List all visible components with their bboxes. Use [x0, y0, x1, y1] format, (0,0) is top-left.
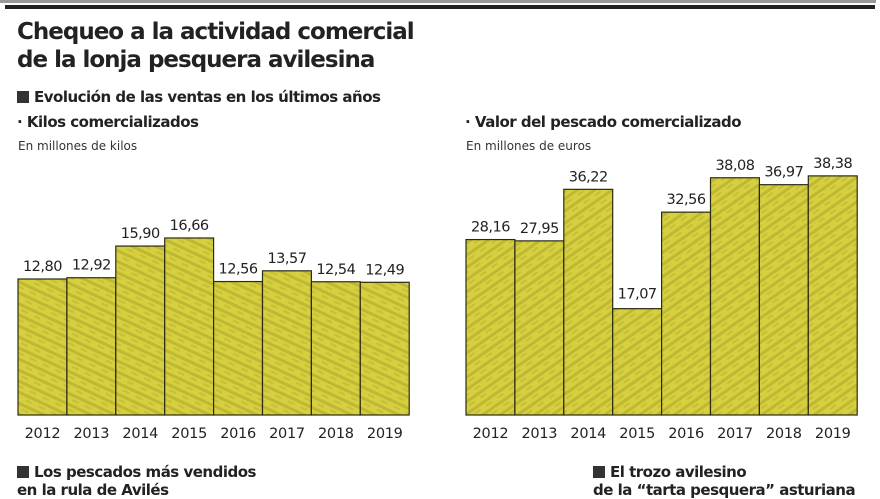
bar-2014: [115, 245, 166, 416]
x-tick-2018: 2018: [766, 426, 802, 442]
bar-2019: [807, 175, 858, 416]
chart2-title: · Valor del pescado comercializado: [465, 113, 742, 131]
bar-group-2015: 16,66: [164, 218, 215, 416]
title-line-1: Chequeo a la actividad comercial: [17, 19, 415, 45]
footer-right-line-1: El trozo avilesino: [610, 463, 747, 481]
bar-group-2018: 12,54: [310, 262, 361, 416]
x-tick-2018: 2018: [318, 426, 354, 442]
section-heading-text: Evolución de las ventas en los últimos a…: [34, 88, 381, 106]
bar-group-2017: 38,08: [709, 158, 761, 416]
chart2-subtitle: En millones de euros: [466, 139, 592, 153]
bar-group-2012: 28,16: [465, 220, 516, 416]
x-tick-2012: 2012: [473, 426, 509, 442]
bar-2015: [612, 308, 663, 416]
value-label-2013: 27,95: [520, 221, 559, 237]
x-tick-2012: 2012: [25, 426, 61, 442]
x-tick-2016: 2016: [220, 426, 256, 442]
x-tick-2015: 2015: [171, 426, 207, 442]
label-bg-2015: [613, 270, 661, 308]
chart-kilos: 12,80 2012 12,92 2013 15,90 2014 16,66 2015 12,5…: [17, 218, 410, 442]
value-label-2016: 32,56: [667, 192, 706, 208]
top-rule-thin: [0, 0, 876, 3]
value-label-2017: 13,57: [267, 251, 306, 267]
value-label-2017: 38,08: [715, 158, 754, 174]
bar-2013: [514, 240, 565, 416]
x-tick-2014: 2014: [570, 426, 606, 442]
bar-2017: [709, 177, 761, 416]
x-tick-2019: 2019: [815, 426, 851, 442]
x-tick-2017: 2017: [269, 426, 305, 442]
bar-group-2019: 12,49: [359, 262, 410, 416]
bar-2018: [310, 281, 361, 416]
footer-heading-left: Los pescados más vendidos en la rula de …: [17, 463, 256, 499]
value-label-2018: 36,97: [764, 165, 803, 181]
value-label-2019: 12,49: [365, 262, 404, 278]
bar-group-2014: 36,22: [563, 169, 614, 416]
bar-2019: [359, 281, 410, 416]
bar-group-2016: 32,56: [661, 192, 712, 416]
x-tick-2013: 2013: [73, 426, 109, 442]
bar-group-2017: 13,57: [261, 251, 313, 416]
footer-left-line-1: Los pescados más vendidos: [34, 463, 256, 481]
bar-2012: [17, 278, 68, 416]
bar-group-2014: 15,90: [115, 226, 166, 416]
x-tick-2017: 2017: [717, 426, 753, 442]
bar-2016: [661, 211, 712, 416]
bar-group-2018: 36,97: [758, 165, 809, 416]
square-bullet-icon: [593, 466, 605, 478]
bar-group-2015: 17,07: [612, 270, 663, 416]
footer-left-line-2: en la rula de Avilés: [17, 481, 169, 499]
bar-2018: [758, 184, 809, 416]
x-tick-2016: 2016: [668, 426, 704, 442]
value-label-2016: 12,56: [219, 262, 258, 278]
bar-group-2019: 38,38: [807, 156, 858, 416]
bar-group-2012: 12,80: [17, 259, 68, 416]
x-tick-2015: 2015: [619, 426, 655, 442]
footer-heading-right: El trozo avilesino de la “tarta pesquera…: [593, 463, 856, 499]
value-label-2015: 17,07: [618, 287, 657, 303]
bar-2012: [465, 238, 516, 416]
chart1-title: · Kilos comercializados: [17, 113, 199, 131]
chart-valor: 28,16 2012 27,95 2013 36,22 2014 17,07 2015 32,5…: [465, 156, 858, 442]
page-title: Chequeo a la actividad comercial de la l…: [17, 18, 415, 74]
bar-group-2016: 12,56: [213, 262, 264, 416]
footer-right-line-2: de la “tarta pesquera” asturiana: [593, 481, 856, 499]
bar-2016: [213, 280, 264, 416]
value-label-2018: 12,54: [316, 262, 355, 278]
value-label-2015: 16,66: [170, 218, 209, 234]
square-bullet-icon: [17, 466, 29, 478]
value-label-2019: 38,38: [813, 156, 852, 172]
bar-group-2013: 12,92: [66, 258, 117, 416]
x-tick-2014: 2014: [122, 426, 158, 442]
value-label-2012: 28,16: [471, 220, 510, 236]
section-heading-evolution: Evolución de las ventas en los últimos a…: [17, 88, 381, 106]
value-label-2013: 12,92: [72, 258, 111, 274]
x-tick-2019: 2019: [367, 426, 403, 442]
chart1-subtitle: En millones de kilos: [18, 139, 138, 153]
bar-2015: [164, 237, 215, 416]
value-label-2014: 36,22: [569, 169, 608, 185]
value-label-2012: 12,80: [23, 259, 62, 275]
bar-2014: [563, 188, 614, 416]
bar-2013: [66, 277, 117, 416]
x-tick-2013: 2013: [521, 426, 557, 442]
title-line-2: de la lonja pesquera avilesina: [17, 47, 375, 73]
top-rule-bold: [5, 5, 875, 9]
bar-2017: [261, 270, 313, 416]
square-bullet-icon: [17, 91, 29, 103]
value-label-2014: 15,90: [121, 226, 160, 242]
bar-group-2013: 27,95: [514, 221, 565, 416]
